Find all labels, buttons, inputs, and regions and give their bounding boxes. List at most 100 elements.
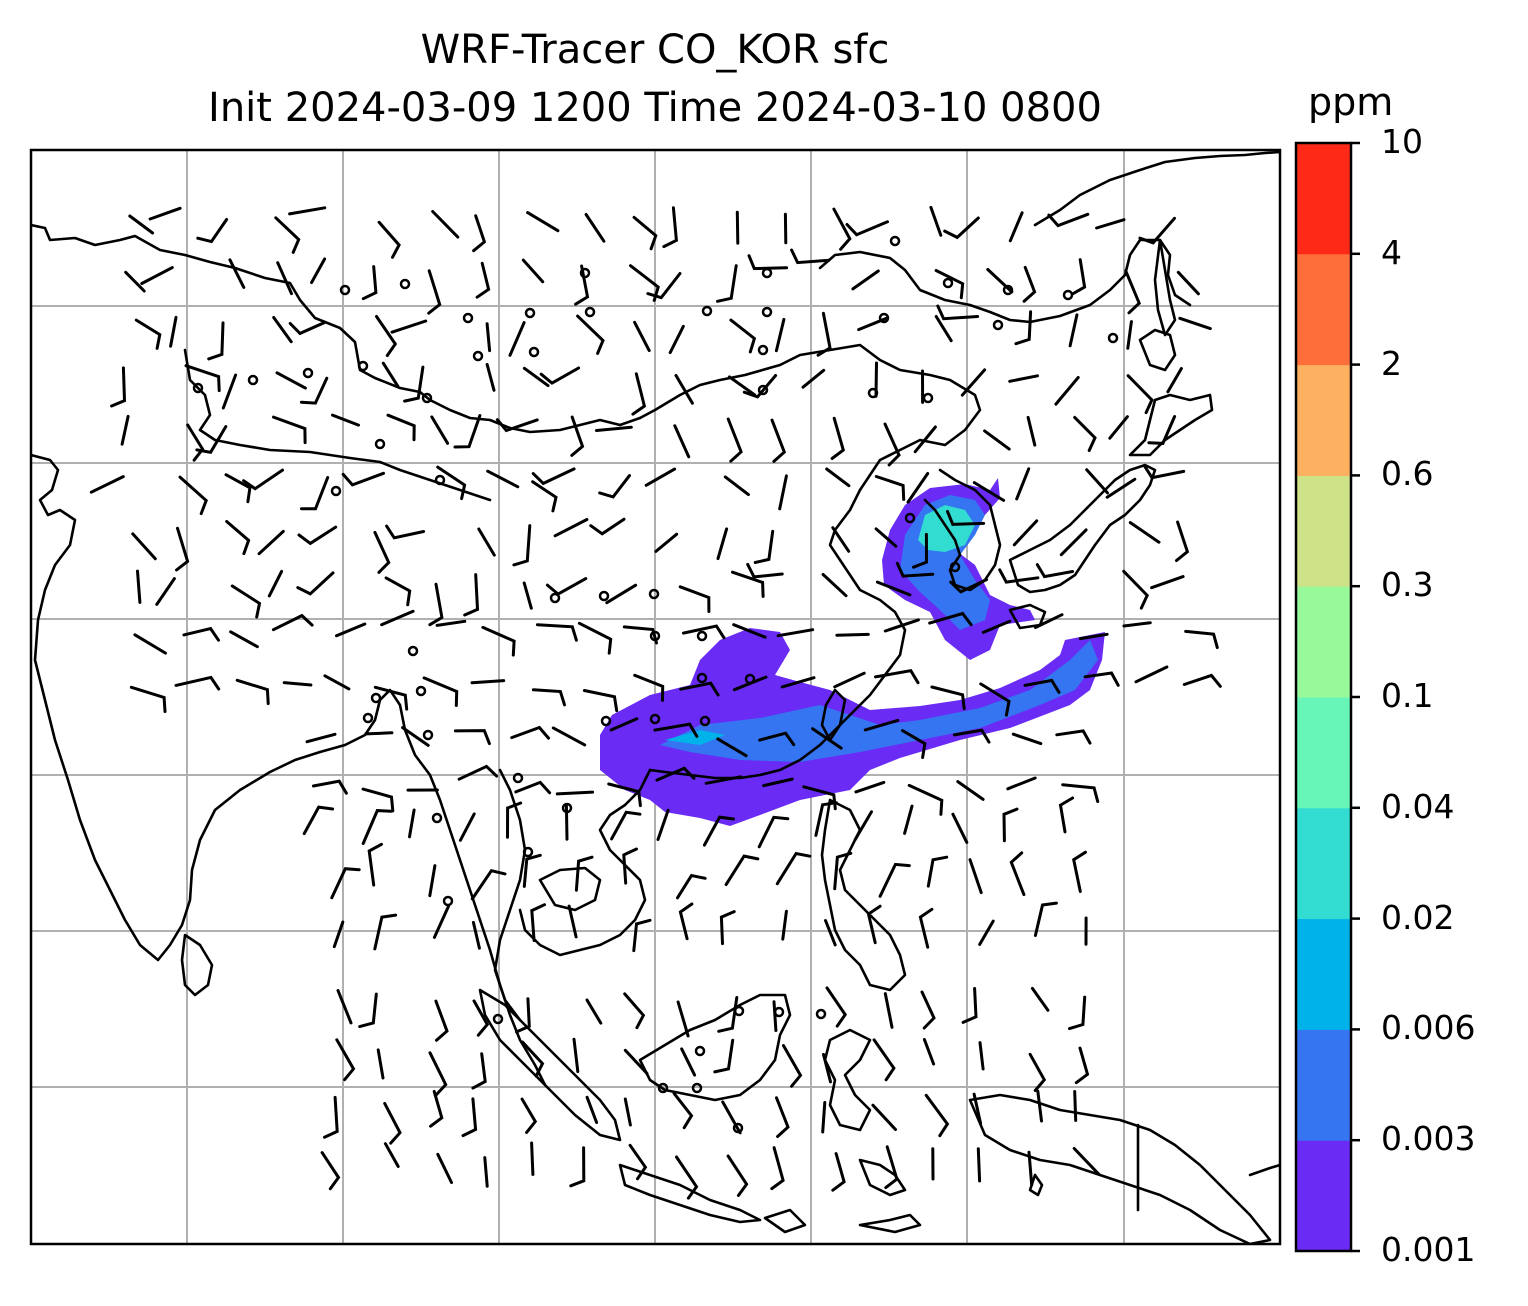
wind-barb <box>930 685 966 711</box>
calm-wind-marker <box>492 1013 504 1025</box>
wind-barb <box>986 268 1014 294</box>
wind-barb <box>271 613 314 632</box>
wind-barb <box>623 992 646 1030</box>
wind-barb <box>367 842 383 887</box>
calm-wind-marker <box>399 278 411 290</box>
calm-wind-marker <box>904 512 916 524</box>
wind-barb <box>866 904 882 945</box>
wind-barb <box>598 474 631 499</box>
wind-barb <box>673 424 691 459</box>
wind-barb <box>555 790 595 796</box>
wind-barb <box>361 809 393 845</box>
wind-barb <box>428 1051 448 1097</box>
wind-barb <box>1015 467 1031 501</box>
wind-barb <box>676 873 707 900</box>
wind-barb <box>929 205 943 237</box>
wind-barb <box>320 1151 341 1191</box>
wind-barb <box>514 780 552 795</box>
calm-wind-marker <box>1107 332 1119 344</box>
wind-barb <box>742 374 778 399</box>
wind-barb <box>225 520 251 556</box>
wind-barb <box>453 414 482 449</box>
wind-barb <box>576 314 605 355</box>
wind-barb <box>833 671 866 689</box>
wind-barb <box>814 801 838 837</box>
wind-barb <box>495 418 539 433</box>
wind-barb <box>732 675 768 692</box>
wind-barb <box>383 1101 402 1145</box>
colorbar <box>1294 141 1360 1253</box>
wind-barb <box>508 321 526 357</box>
wind-barb <box>1073 1090 1078 1122</box>
wind-barb <box>956 780 985 801</box>
wind-barb <box>332 920 345 949</box>
wind-barb <box>998 568 1040 584</box>
wind-barb <box>924 1093 950 1138</box>
wind-barb <box>717 996 739 1033</box>
wind-barb <box>457 764 499 781</box>
wind-barb <box>430 415 450 445</box>
calm-wind-marker <box>421 392 433 404</box>
wind-barb <box>884 1145 899 1190</box>
wind-barb <box>943 216 980 240</box>
wind-barb <box>196 218 229 244</box>
calm-wind-marker <box>362 712 374 724</box>
wind-barb <box>178 475 208 516</box>
wind-barb <box>385 524 426 540</box>
wind-barb <box>672 1091 694 1130</box>
wind-barb <box>775 1096 790 1138</box>
wind-barb <box>570 415 585 457</box>
wind-barb <box>726 1154 749 1197</box>
wind-barb <box>1008 374 1039 383</box>
wind-barb <box>934 269 965 300</box>
colorbar-tick-label: 0.04 <box>1381 786 1455 826</box>
wind-barb <box>972 481 1006 502</box>
wind-barb <box>770 418 787 463</box>
wind-barb <box>825 467 851 488</box>
wind-barb <box>453 729 491 746</box>
wind-barb <box>972 1092 983 1126</box>
calm-wind-marker <box>701 305 713 317</box>
calm-wind-marker <box>472 350 484 362</box>
colorbar-segment <box>1296 364 1351 476</box>
wind-barb <box>623 1097 632 1127</box>
calm-wind-marker <box>657 1082 669 1094</box>
wind-barb <box>221 373 238 410</box>
wind-barb <box>383 1142 400 1168</box>
wind-barb <box>485 362 496 392</box>
wind-barb <box>632 918 652 953</box>
wind-barb <box>1143 464 1186 480</box>
wind-barb <box>522 581 533 610</box>
wind-barb <box>968 858 983 895</box>
wind-barb <box>228 258 246 289</box>
wind-barb <box>735 210 740 245</box>
colorbar-segment <box>1296 1029 1351 1141</box>
wind-barb <box>951 812 969 844</box>
wind-barb <box>224 473 252 504</box>
wind-barb <box>377 220 401 259</box>
wind-barb <box>1022 265 1037 303</box>
wind-barb <box>1002 807 1019 843</box>
colorbar-segment <box>1296 1140 1351 1252</box>
wind-barb <box>569 1146 586 1188</box>
calm-wind-marker <box>462 312 474 324</box>
wind-barb <box>375 315 398 357</box>
wind-barb <box>481 625 516 657</box>
colorbar-tick-label: 10 <box>1381 122 1423 161</box>
wind-barb <box>845 220 889 237</box>
wind-barb <box>1033 901 1058 937</box>
wind-barb <box>403 365 425 403</box>
wind-barb <box>928 611 973 627</box>
wind-barb <box>772 1000 778 1032</box>
wind-barb <box>655 766 696 782</box>
wind-barb <box>713 1038 735 1074</box>
wind-barb <box>719 910 736 946</box>
wind-barb <box>384 576 412 607</box>
wind-barb <box>872 1038 896 1082</box>
calm-wind-marker <box>1002 284 1014 296</box>
map-title-line-1: WRF-Tracer CO_KOR sfc <box>420 27 890 73</box>
wind-barb <box>816 311 832 357</box>
wind-barb <box>275 371 307 390</box>
wind-barb <box>336 989 353 1025</box>
wind-barb <box>323 674 351 691</box>
